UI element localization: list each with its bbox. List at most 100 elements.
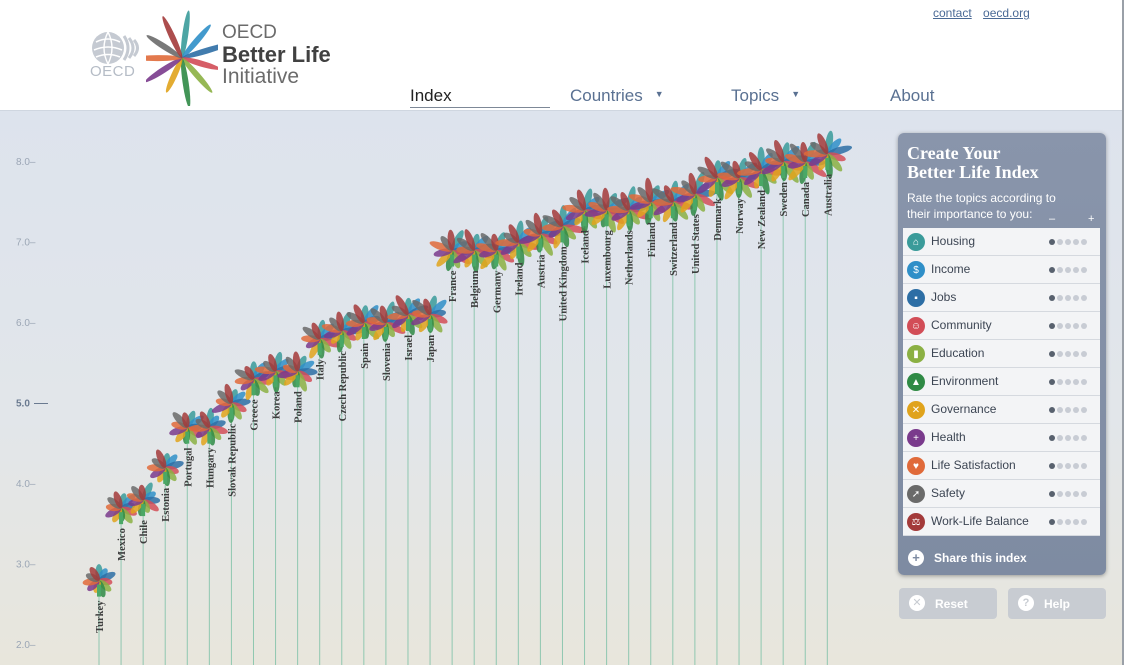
rating-dot[interactable] (1065, 379, 1071, 385)
rating-dot[interactable] (1049, 239, 1055, 245)
rating-dot[interactable] (1057, 379, 1063, 385)
rating-dot[interactable] (1065, 351, 1071, 357)
topic-row-income[interactable]: $ Income (903, 256, 1100, 284)
rating-dot[interactable] (1049, 463, 1055, 469)
topic-row-housing[interactable]: ⌂ Housing (903, 228, 1100, 256)
rating-dot[interactable] (1049, 491, 1055, 497)
topic-row-life-satisfaction[interactable]: ♥ Life Satisfaction (903, 452, 1100, 480)
rating-dot[interactable] (1057, 407, 1063, 413)
rating-dot[interactable] (1073, 435, 1079, 441)
country-flower[interactable] (277, 351, 318, 393)
country-label[interactable]: United States (691, 214, 702, 274)
rating-dot[interactable] (1049, 519, 1055, 525)
country-label[interactable]: Italy (316, 358, 327, 380)
country-label[interactable]: Iceland (581, 230, 592, 263)
rating-dot[interactable] (1065, 267, 1071, 273)
rating-dot[interactable] (1065, 407, 1071, 413)
oecd-logo-icon[interactable] (88, 26, 144, 82)
topic-rating-slider[interactable] (1049, 267, 1089, 274)
rating-dot[interactable] (1049, 267, 1055, 273)
rating-dot[interactable] (1049, 407, 1055, 413)
topic-rating-slider[interactable] (1049, 463, 1089, 470)
country-flower[interactable] (146, 448, 185, 487)
country-label[interactable]: New Zealand (757, 190, 768, 249)
country-label[interactable]: Poland (294, 391, 305, 423)
nav-countries[interactable]: Countries ▼ (570, 86, 664, 106)
rating-dot[interactable] (1081, 435, 1087, 441)
topic-row-environment[interactable]: ▲ Environment (903, 368, 1100, 396)
country-label[interactable]: Finland (647, 222, 658, 257)
country-label[interactable]: Portugal (183, 448, 194, 487)
rating-dot[interactable] (1081, 519, 1087, 525)
contact-link[interactable]: contact (933, 6, 972, 20)
rating-dot[interactable] (1081, 295, 1087, 301)
rating-dot[interactable] (1057, 463, 1063, 469)
rating-dot[interactable] (1057, 519, 1063, 525)
rating-dot[interactable] (1073, 295, 1079, 301)
country-label[interactable]: Spain (360, 343, 371, 369)
country-flower[interactable] (321, 311, 365, 353)
topic-rating-slider[interactable] (1049, 519, 1089, 526)
country-flower[interactable] (211, 383, 252, 423)
rating-dot[interactable] (1073, 379, 1079, 385)
rating-dot[interactable] (1049, 323, 1055, 329)
country-flower[interactable] (803, 130, 853, 179)
rating-dot[interactable] (1049, 435, 1055, 441)
topic-rating-slider[interactable] (1049, 323, 1089, 330)
rating-dot[interactable] (1073, 463, 1079, 469)
country-label[interactable]: Mexico (117, 528, 128, 561)
rating-dot[interactable] (1081, 463, 1087, 469)
country-label[interactable]: Israel (404, 335, 415, 361)
rating-dot[interactable] (1057, 239, 1063, 245)
country-label[interactable]: Slovak Republic (227, 423, 238, 497)
rating-dot[interactable] (1081, 239, 1087, 245)
topic-row-governance[interactable]: ✕ Governance (903, 396, 1100, 424)
country-label[interactable]: Chile (139, 520, 150, 544)
rating-dot[interactable] (1073, 519, 1079, 525)
rating-dot[interactable] (1081, 323, 1087, 329)
country-label[interactable]: Australia (823, 173, 834, 216)
rating-dot[interactable] (1081, 351, 1087, 357)
topic-rating-slider[interactable] (1049, 295, 1089, 302)
rating-dot[interactable] (1065, 491, 1071, 497)
rating-dot[interactable] (1081, 491, 1087, 497)
country-label[interactable]: Luxembourg (603, 230, 614, 289)
rating-dot[interactable] (1057, 323, 1063, 329)
country-flower[interactable] (126, 481, 161, 517)
oecd-org-link[interactable]: oecd.org (983, 6, 1030, 20)
rating-dot[interactable] (1049, 351, 1055, 357)
country-flower[interactable] (104, 490, 138, 525)
rating-dot[interactable] (1057, 491, 1063, 497)
rating-dot[interactable] (1057, 267, 1063, 273)
rating-dot[interactable] (1065, 463, 1071, 469)
rating-dot[interactable] (1081, 379, 1087, 385)
country-label[interactable]: United Kingdom (558, 246, 569, 321)
country-flower[interactable] (188, 407, 228, 447)
country-label[interactable]: Japan (426, 335, 437, 363)
country-flower[interactable] (387, 294, 430, 336)
topic-rating-slider[interactable] (1049, 351, 1089, 358)
country-label[interactable]: Czech Republic (338, 351, 349, 422)
rating-dot[interactable] (1065, 323, 1071, 329)
topic-rating-slider[interactable] (1049, 491, 1089, 498)
country-label[interactable]: Belgium (470, 270, 481, 308)
country-label[interactable]: Canada (801, 181, 812, 217)
topic-row-work-life-balance[interactable]: ⚖ Work-Life Balance (903, 508, 1100, 536)
country-flower[interactable] (410, 295, 449, 334)
rating-dot[interactable] (1081, 407, 1087, 413)
rating-dot[interactable] (1065, 435, 1071, 441)
help-button[interactable]: ? Help (1008, 588, 1106, 619)
share-index-button[interactable]: + Share this index (898, 541, 1106, 575)
rating-dot[interactable] (1073, 323, 1079, 329)
rating-dot[interactable] (1065, 519, 1071, 525)
rating-dot[interactable] (1073, 407, 1079, 413)
country-label[interactable]: France (448, 270, 459, 302)
country-label[interactable]: Greece (249, 399, 260, 431)
country-label[interactable]: Sweden (779, 182, 790, 217)
country-label[interactable]: Switzerland (669, 222, 680, 276)
country-label[interactable]: Norway (735, 197, 746, 233)
rating-dot[interactable] (1081, 267, 1087, 273)
country-label[interactable]: Estonia (161, 487, 172, 522)
site-title[interactable]: OECD Better Life Initiative (222, 22, 331, 88)
rating-dot[interactable] (1065, 295, 1071, 301)
